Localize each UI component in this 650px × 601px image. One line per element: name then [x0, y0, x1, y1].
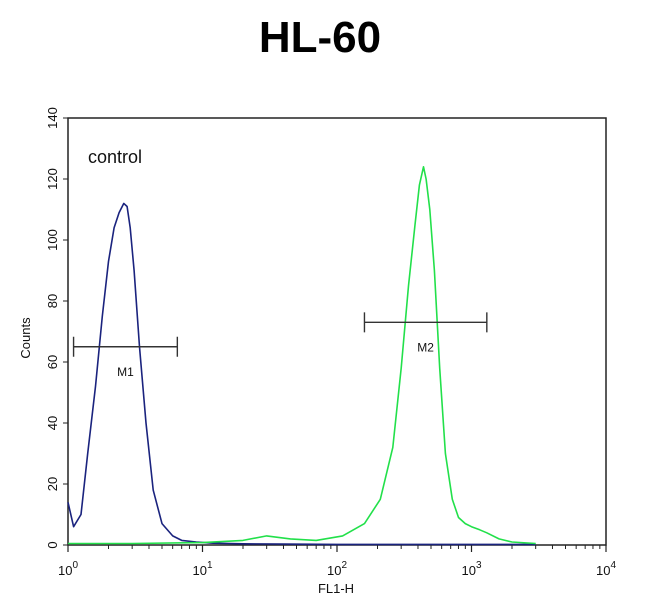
y-tick-label: 60	[45, 355, 60, 369]
y-tick-label: 0	[45, 541, 60, 548]
y-tick-label: 140	[45, 107, 60, 129]
series-layer	[67, 166, 536, 546]
x-tick-label: 102	[327, 560, 347, 578]
x-axis-ticks: 100 101 102 103 104	[58, 545, 616, 578]
y-tick-label: 120	[45, 168, 60, 190]
histogram-series-1	[67, 202, 536, 546]
x-tick-label: 103	[461, 560, 481, 578]
gate-markers: M1 M2	[72, 312, 488, 379]
y-tick-label: 20	[45, 477, 60, 491]
y-tick-label: 40	[45, 416, 60, 430]
x-axis-label: FL1-H	[318, 581, 354, 596]
control-annotation: control	[88, 147, 142, 167]
x-tick-label: 104	[596, 560, 616, 578]
x-tick-label: 101	[192, 560, 212, 578]
y-tick-label: 100	[45, 229, 60, 251]
marker-label: M2	[417, 340, 434, 354]
y-tick-label: 80	[45, 294, 60, 308]
chart-title: HL-60	[259, 13, 381, 62]
y-axis-label: Counts	[18, 317, 33, 359]
y-axis-ticks: 0 20 40 60 80 100 120 140	[45, 107, 68, 549]
marker-label: M1	[117, 365, 134, 379]
plot-frame	[67, 117, 607, 546]
histogram-series-2	[68, 166, 536, 545]
x-tick-label: 100	[58, 560, 78, 578]
